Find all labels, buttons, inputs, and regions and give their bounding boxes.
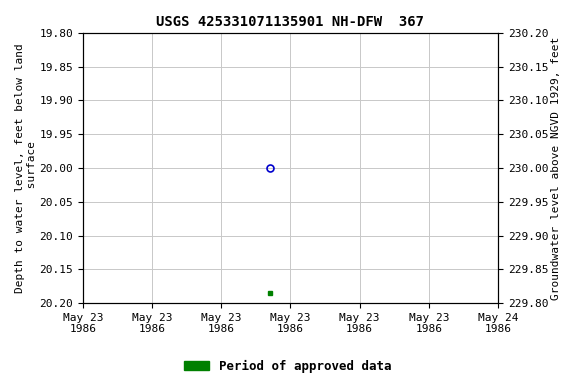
Title: USGS 425331071135901 NH-DFW  367: USGS 425331071135901 NH-DFW 367 <box>157 15 425 29</box>
Y-axis label: Groundwater level above NGVD 1929, feet: Groundwater level above NGVD 1929, feet <box>551 36 561 300</box>
Legend: Period of approved data: Period of approved data <box>179 355 397 378</box>
Y-axis label: Depth to water level, feet below land
 surface: Depth to water level, feet below land su… <box>15 43 37 293</box>
